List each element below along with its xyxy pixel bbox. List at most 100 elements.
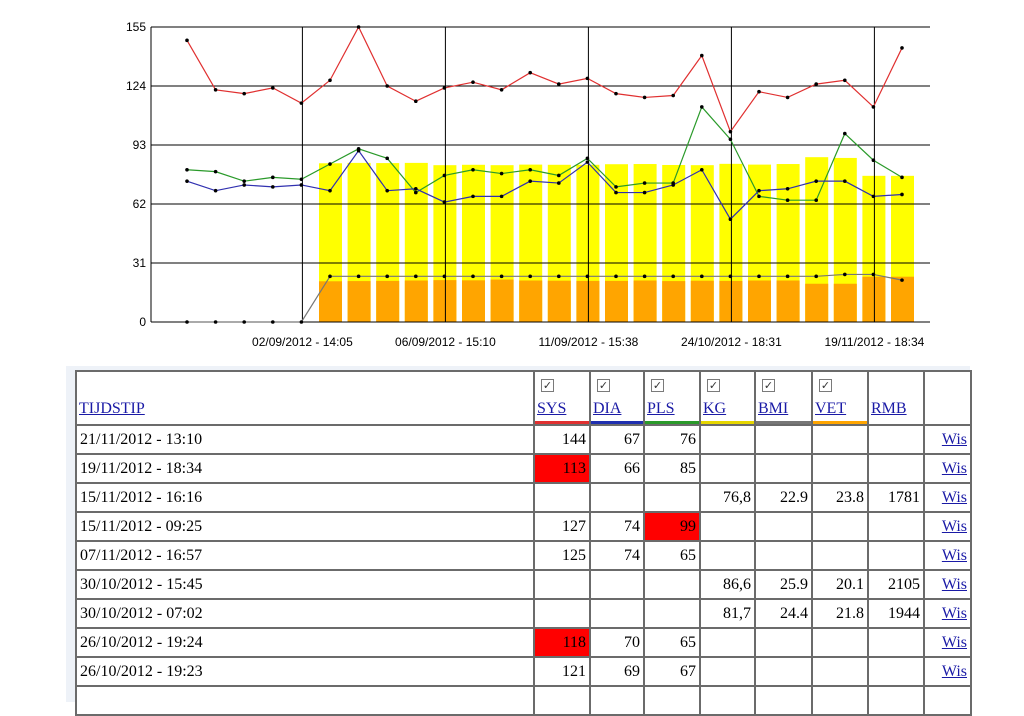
sort-link-dia[interactable]: DIA [593,400,622,417]
delete-link[interactable]: Wis [941,662,967,680]
delete-link[interactable]: Wis [941,488,967,506]
cell-bmi [754,424,813,455]
table-row: 07/11/2012 - 16:57 125 74 65 Wis [75,540,972,571]
vet-bar [462,280,485,322]
cell-pls [643,482,701,513]
cell-kg [699,511,756,542]
pls-data-point [471,167,475,172]
delete-link[interactable]: Wis [941,430,967,448]
cell-actions: Wis [923,482,972,513]
vet-visibility-checkbox[interactable]: ✓ [819,379,832,392]
pls-data-point [528,167,532,172]
sys-data-point [299,101,304,105]
sys-data-point [356,25,361,29]
cell-rmb [867,511,925,542]
pls-data-point [414,190,418,195]
cell-pls: 65 [643,540,701,571]
vet-bar [891,276,914,322]
header-cell-pls: ✓ PLS [645,372,699,424]
dia-data-point [299,183,304,187]
cell-kg [699,453,756,484]
cell-dia: 67 [589,424,645,455]
column-header-kg: ✓ KG [699,370,756,426]
sort-link-rmb[interactable]: RMB [871,400,907,417]
cell-pls [643,569,701,600]
cell-rmb: 1781 [867,482,925,513]
vet_line-data-point [328,274,332,279]
pls-visibility-checkbox[interactable]: ✓ [651,379,664,392]
cell-vet: 20.1 [811,569,869,600]
cell-dia [589,482,645,513]
delete-link[interactable]: Wis [941,546,967,564]
sort-link-vet[interactable]: VET [815,400,847,417]
header-cell-bmi: ✓ BMI [756,372,811,424]
vet-bar [805,283,829,322]
sort-link-pls[interactable]: PLS [647,400,675,417]
cell-dia: 74 [589,511,645,542]
vet_line-data-point [871,272,876,277]
pls-data-point [585,156,590,161]
cell-tijdstip: 26/10/2012 - 19:24 [75,627,535,658]
pls-data-point [757,194,761,199]
table-row: 19/11/2012 - 18:34 113 66 85 Wis [75,453,972,484]
delete-link[interactable]: Wis [941,575,967,593]
pls-data-point [843,131,847,136]
sys-data-point [414,99,418,104]
vet_line-data-point [356,274,361,279]
sort-link-sys[interactable]: SYS [537,400,567,417]
table-row [75,685,972,716]
dia-visibility-checkbox[interactable]: ✓ [597,379,610,392]
sort-link-bmi[interactable]: BMI [758,400,789,417]
vet_line-data-point [728,274,733,279]
dia-data-point [900,192,904,197]
cell-rmb [867,424,925,455]
cell-tijdstip: 15/11/2012 - 09:25 [75,511,535,542]
delete-link[interactable]: Wis [941,517,967,535]
cell-tijdstip: 30/10/2012 - 15:45 [75,569,535,600]
sort-link-kg[interactable]: KG [703,400,727,417]
delete-link[interactable]: Wis [941,604,967,622]
kg-visibility-checkbox[interactable]: ✓ [707,379,720,392]
column-header-tijdstip: TIJDSTIP [75,370,535,426]
cell-vet [811,511,869,542]
pls-data-point [700,105,704,109]
dia-data-point [242,183,246,187]
measurements-table: TIJDSTIP ✓ SYS ✓ DIA ✓ PLS ✓ KG ✓ BMI ✓ VET RMB 21/11… [75,370,972,716]
pls-data-point [785,198,790,202]
y-tick-label: 93 [133,138,147,152]
vet_line-data-point [671,274,675,279]
dia-data-point [757,188,761,193]
sys-data-point [185,38,189,43]
table-row: 21/11/2012 - 13:10 144 67 76 Wis [75,424,972,455]
delete-link[interactable]: Wis [941,459,967,477]
x-tick-label: 02/09/2012 - 14:05 [252,335,353,349]
vet-bar [662,281,686,322]
delete-link[interactable]: Wis [941,633,967,651]
dia-data-point [356,148,361,153]
sys-visibility-checkbox[interactable]: ✓ [541,379,554,392]
kg-bar [805,157,829,322]
bmi-visibility-checkbox[interactable]: ✓ [762,379,775,392]
cell-sys: 113 [533,453,591,484]
cell-bmi: 25.9 [754,569,813,600]
dia-data-point [528,179,532,183]
dia-data-point [728,217,733,222]
vet-bar [490,279,514,322]
cell-empty [867,685,925,716]
cell-rmb: 2105 [867,569,925,600]
cell-rmb [867,453,925,484]
dia-series-line [186,149,903,221]
column-header-actions [923,370,972,426]
vet_line-data-point [299,320,304,324]
vet_line-data-point [614,274,618,279]
column-header-rmb: RMB [867,370,925,426]
sys-data-point [814,82,818,86]
sort-link-tijdstip[interactable]: TIJDSTIP [79,400,145,417]
sys-data-point [871,105,876,109]
pls-legend-color-bar [645,421,699,424]
cell-actions: Wis [923,453,972,484]
cell-vet [811,424,869,455]
vet_line-data-point [499,274,504,279]
pls-data-point [328,162,332,166]
vet-bar [633,280,657,322]
